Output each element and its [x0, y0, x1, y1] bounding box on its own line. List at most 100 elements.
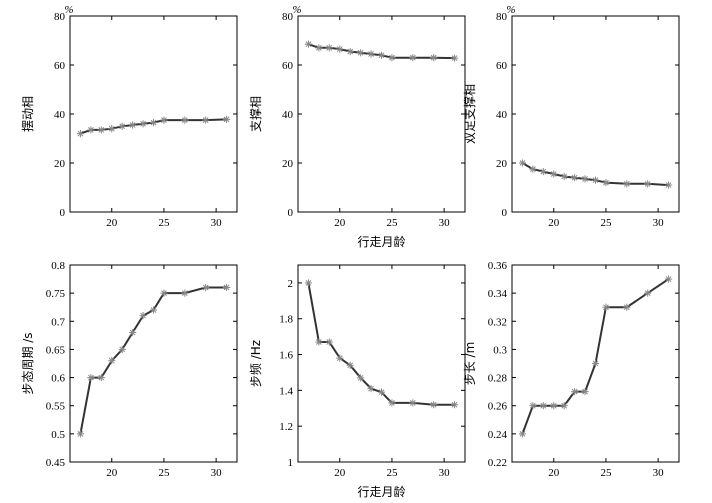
data-point: [222, 115, 231, 123]
data-point: [129, 328, 137, 337]
data-point: [118, 345, 126, 354]
subplot-4: 0.45 0.5 0.55 0.6 0.65 0.7 0.75 0.8 20 25 30 步态周期 /…: [21, 260, 238, 479]
x-tick-label: 25: [386, 217, 398, 229]
x-tick-label: 30: [653, 217, 665, 229]
data-point: [76, 430, 85, 438]
x-tick-label: 25: [158, 217, 170, 229]
data-point: [581, 388, 589, 396]
y-tick-label: 0.26: [488, 401, 508, 413]
data-point: [581, 175, 589, 183]
y-tick-label: 60: [54, 60, 66, 72]
y-axis-label: 步频 /Hz: [249, 340, 263, 387]
y-tick-label: 2: [288, 278, 294, 290]
data-point: [108, 125, 116, 133]
data-point: [222, 283, 231, 292]
data-point: [181, 116, 189, 124]
data-point: [139, 312, 147, 320]
data-point: [560, 172, 568, 181]
y-tick-label: 1.2: [279, 421, 293, 433]
data-point: [315, 338, 323, 346]
y-tick-label: 0.8: [51, 260, 65, 272]
data-point: [571, 388, 579, 396]
data-point: [325, 44, 333, 52]
x-tick-label: 25: [600, 217, 612, 229]
x-tick-label: 20: [106, 467, 118, 479]
x-tick-label: 20: [334, 467, 346, 479]
y-tick-label: 0.24: [488, 429, 508, 441]
y-tick-label: 1.8: [279, 314, 293, 326]
y-axis-label: 支撑相: [248, 96, 263, 132]
data-point: [181, 289, 189, 297]
y-axis-label: 摆动相: [21, 96, 35, 132]
data-point: [602, 179, 610, 187]
y-tick-label: 0.6: [51, 373, 65, 385]
axes-frame: [297, 264, 466, 463]
unit-label: %: [292, 4, 301, 16]
data-point: [529, 165, 537, 173]
y-tick-label: 0.55: [46, 401, 66, 413]
x-axis-label: 行走月龄: [357, 485, 405, 499]
data-point: [550, 170, 558, 178]
y-tick-label: 40: [282, 109, 294, 121]
y-tick-label: 0.5: [51, 429, 65, 441]
data-point: [450, 401, 459, 409]
y-tick-label: 40: [496, 109, 508, 121]
axes-frame: [297, 15, 466, 213]
data-point: [118, 122, 126, 130]
y-tick-label: 0.22: [488, 457, 507, 469]
data-point: [336, 45, 344, 53]
data-point: [644, 180, 652, 188]
data-point: [377, 388, 386, 396]
data-point: [336, 354, 344, 362]
y-tick-label: 0: [502, 207, 508, 219]
data-point: [304, 40, 313, 48]
y-tick-label: 0: [60, 207, 66, 219]
data-point: [129, 121, 137, 129]
axes-frame: [69, 264, 238, 463]
y-tick-label: 1: [288, 457, 294, 469]
unit-label: %: [64, 4, 73, 16]
y-tick-label: 0: [288, 207, 294, 219]
series-line: [521, 278, 670, 435]
y-tick-label: 0.3: [493, 344, 507, 356]
data-point: [346, 361, 354, 369]
x-axis-label: 行走月龄: [357, 235, 405, 249]
x-tick-label: 25: [386, 467, 398, 479]
x-tick-label: 20: [548, 467, 560, 479]
y-axis-label: 双足支撑相: [462, 84, 477, 144]
data-point: [97, 126, 105, 134]
x-tick-label: 20: [334, 217, 346, 229]
axes-frame: [69, 15, 238, 213]
data-point: [346, 47, 354, 56]
data-point: [388, 399, 396, 407]
y-tick-label: 0.32: [488, 316, 507, 328]
data-point: [591, 176, 600, 184]
data-point: [160, 289, 168, 297]
y-tick-label: 0.65: [46, 344, 66, 356]
data-point: [591, 359, 600, 368]
data-point: [539, 167, 547, 176]
x-tick-label: 25: [600, 467, 612, 479]
y-axis-label: 步态周期 /s: [21, 332, 35, 394]
data-point: [409, 54, 417, 62]
axes-frame: [511, 264, 680, 463]
data-point: [76, 130, 85, 138]
subplot-6: 0.22 0.24 0.26 0.28 0.3 0.32 0.34 0.36 20 25 30 步长 …: [463, 260, 680, 479]
data-point: [602, 303, 610, 311]
data-point: [664, 275, 673, 283]
data-point: [97, 373, 105, 382]
x-tick-label: 30: [211, 217, 223, 229]
data-point: [315, 44, 323, 52]
data-point: [367, 50, 375, 58]
data-point: [367, 384, 375, 393]
y-tick-label: 80: [54, 11, 66, 23]
y-tick-label: 60: [496, 60, 508, 72]
data-point: [409, 399, 417, 407]
data-point: [357, 374, 365, 382]
data-point: [430, 401, 438, 409]
data-point: [304, 279, 313, 287]
y-tick-label: 0.34: [488, 288, 508, 300]
data-point: [560, 402, 568, 410]
data-point: [550, 402, 558, 410]
